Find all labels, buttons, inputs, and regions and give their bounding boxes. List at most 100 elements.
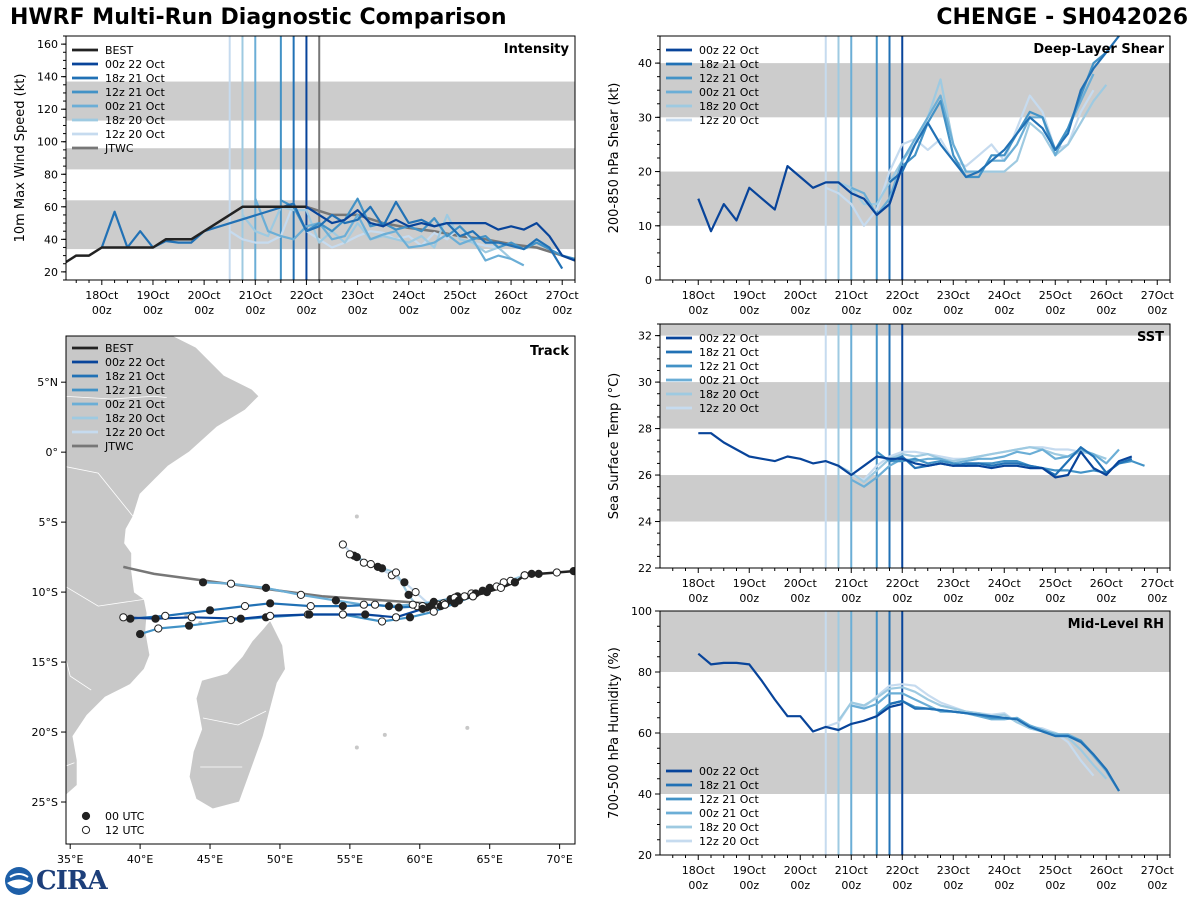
x-tick-label: 24Oct <box>988 289 1022 302</box>
legend-label: 00z 21 Oct <box>699 807 759 820</box>
x-tick-label: 00z <box>1147 592 1167 605</box>
x-tick-label: 00z <box>688 592 708 605</box>
x-tick-label: 26Oct <box>495 289 529 302</box>
x-tick-label: 24Oct <box>988 864 1022 877</box>
y-tick-label: 100 <box>631 605 652 618</box>
marker-00utc <box>400 578 409 587</box>
legend-label: 18z 20 Oct <box>105 412 165 425</box>
marker-12utc <box>266 611 275 620</box>
marker-12utc <box>411 587 420 597</box>
y-tick-label: 20 <box>638 166 652 179</box>
threshold-band <box>660 382 1170 429</box>
legend-label: 12z 21 Oct <box>105 384 165 397</box>
x-tick-label: 25Oct <box>1039 289 1073 302</box>
x-tick-label: 00z <box>1147 879 1167 892</box>
marker-00utc <box>405 613 415 622</box>
x-tick-label: 00z <box>1096 304 1116 317</box>
x-tick-label: 00z <box>994 879 1014 892</box>
legend-label: 12z 20 Oct <box>699 402 759 415</box>
x-tick-label: 50°E <box>267 853 293 866</box>
x-tick-label: 20Oct <box>784 864 818 877</box>
x-tick-label: 70°E <box>546 853 572 866</box>
x-tick-label: 27Oct <box>1141 577 1175 590</box>
y-tick-label: 80 <box>638 666 652 679</box>
legend-label: 18z 20 Oct <box>699 821 759 834</box>
y-tick-label: 10 <box>638 220 652 233</box>
x-tick-label: 65°E <box>476 853 502 866</box>
marker-00utc <box>136 629 145 639</box>
x-tick-label: 25Oct <box>1039 864 1073 877</box>
marker-12utc <box>496 583 505 593</box>
x-tick-label: 22Oct <box>290 289 324 302</box>
x-tick-label: 00z <box>739 592 759 605</box>
country-border <box>66 762 75 767</box>
legend-marker <box>81 811 91 821</box>
legend-label: 00z 22 Oct <box>699 765 759 778</box>
x-tick-label: 00z <box>790 304 810 317</box>
x-tick-label: 00z <box>994 592 1014 605</box>
legend-label: 12z 20 Oct <box>105 128 165 141</box>
x-tick-label: 27Oct <box>1141 289 1175 302</box>
x-tick-label: 00z <box>943 304 963 317</box>
legend-label: 18z 21 Oct <box>699 779 759 792</box>
x-tick-label: 00z <box>143 304 163 317</box>
marker-12utc <box>468 592 478 601</box>
africa-landmass <box>66 336 260 796</box>
marker-12utc <box>359 558 368 567</box>
panel-title: Intensity <box>504 42 570 57</box>
marker-12utc <box>377 617 387 626</box>
marker-12utc <box>370 600 380 609</box>
y-tick-label: 60 <box>44 201 58 214</box>
x-tick-label: 23Oct <box>341 289 375 302</box>
y-tick-label: 30 <box>638 376 652 389</box>
marker-00utc <box>361 610 370 619</box>
marker-00utc <box>352 553 361 562</box>
marker-00utc <box>482 587 492 597</box>
marker-00utc <box>534 569 543 579</box>
legend-label: 12z 20 Oct <box>699 835 759 848</box>
y-tick-label: 20 <box>638 849 652 862</box>
x-tick-label: 00z <box>688 879 708 892</box>
x-tick-label: 00z <box>501 304 521 317</box>
x-tick-label: 00z <box>892 879 912 892</box>
marker-12utc <box>345 550 354 559</box>
marker-12utc <box>366 560 375 569</box>
legend-label: 18z 21 Oct <box>699 346 759 359</box>
x-tick-label: 18Oct <box>682 289 716 302</box>
panel-rh: 20 40 60 80 100 18Oct 00z 19Oct 00z 20Oct 00z 21Oct… <box>607 605 1174 892</box>
marker-00utc <box>510 578 519 587</box>
legend-marker <box>81 825 91 835</box>
x-tick-label: 27Oct <box>546 289 580 302</box>
x-tick-label: 27Oct <box>1141 864 1175 877</box>
marker-00utc <box>418 604 427 613</box>
panel-title: Mid-Level RH <box>1068 617 1164 632</box>
x-tick-label: 00z <box>688 304 708 317</box>
x-tick-label: 00z <box>92 304 112 317</box>
x-tick-label: 19Oct <box>733 577 767 590</box>
legend-label: 12z 21 Oct <box>699 793 759 806</box>
marker-12utc <box>338 610 347 619</box>
x-tick-label: 00z <box>1045 304 1065 317</box>
x-tick-label: 23Oct <box>937 577 971 590</box>
y-tick-label: 10°S <box>32 586 58 599</box>
x-tick-label: 19Oct <box>136 289 170 302</box>
legend-label: JTWC <box>104 440 134 453</box>
noaa-logo-icon <box>5 867 33 895</box>
y-tick-label: 80 <box>44 168 58 181</box>
legend-label: 00z 21 Oct <box>699 374 759 387</box>
x-tick-label: 00z <box>739 304 759 317</box>
x-tick-label: 00z <box>1045 879 1065 892</box>
country-border <box>66 395 167 400</box>
panel-title: SST <box>1137 330 1164 345</box>
x-tick-label: 00z <box>245 304 265 317</box>
y-tick-label: 28 <box>638 423 652 436</box>
x-tick-label: 20Oct <box>188 289 222 302</box>
marker-00utc <box>429 597 438 606</box>
legend-label: 18z 20 Oct <box>699 388 759 401</box>
legend-label: 12z 21 Oct <box>105 86 165 99</box>
x-tick-label: 21Oct <box>239 289 273 302</box>
y-tick-label: 25°S <box>32 796 58 809</box>
y-tick-label: 22 <box>638 562 652 575</box>
country-border <box>202 710 267 726</box>
marker-12utc <box>154 624 163 633</box>
